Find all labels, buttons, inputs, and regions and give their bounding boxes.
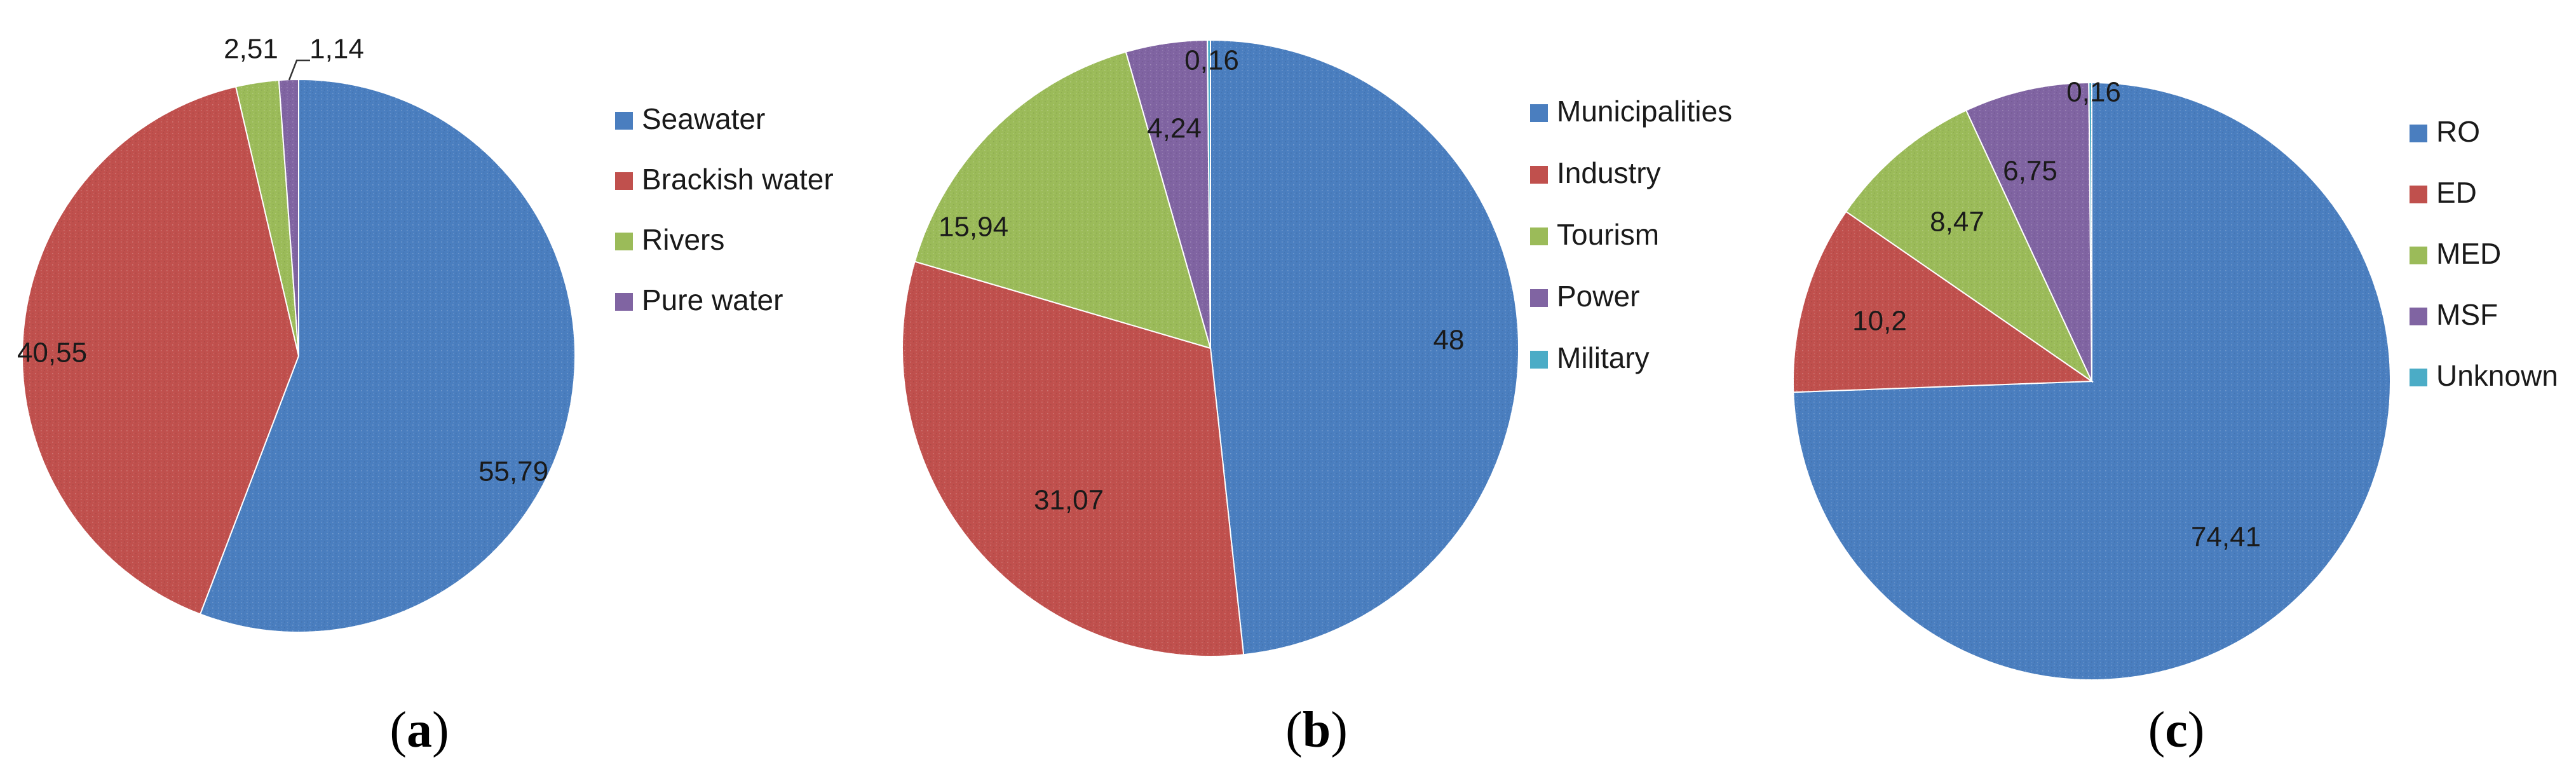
- data-label-ed: 10,2: [1852, 306, 1907, 337]
- panel-label-c: (c): [2148, 702, 2205, 758]
- data-label-pure-water: 1,14: [309, 34, 364, 65]
- legend-swatch-rivers: [615, 233, 633, 250]
- legend-swatch-brackish-water: [615, 172, 633, 190]
- legend-label-msf: MSF: [2436, 298, 2498, 331]
- legend-label-tourism: Tourism: [1557, 218, 1659, 251]
- legend-label-brackish-water: Brackish water: [642, 163, 834, 196]
- legend-swatch-ro: [2410, 125, 2427, 142]
- pie-chart-a: 55,79 40,55 2,51 1,14 Seawater Brackish water…: [17, 34, 834, 633]
- data-label-med: 8,47: [1930, 207, 1984, 238]
- legend-label-seawater: Seawater: [642, 102, 765, 135]
- data-label-tourism: 15,94: [939, 212, 1008, 243]
- data-label-ro: 74,41: [2191, 522, 2261, 553]
- pie-slice-municipalities: [1210, 39, 1520, 656]
- panel-label-b: (b): [1285, 702, 1348, 758]
- legend-label-ed: ED: [2436, 176, 2477, 209]
- data-label-power: 4,24: [1147, 113, 1202, 144]
- legend-label-pure-water: Pure water: [642, 283, 783, 316]
- data-label-rivers: 2,51: [224, 34, 278, 65]
- legend-swatch-power: [1530, 289, 1548, 307]
- data-label-military: 0,16: [1184, 45, 1239, 76]
- legend-label-unknown: Unknown: [2436, 359, 2558, 392]
- legend-swatch-pure-water: [615, 293, 633, 311]
- legend-label-med: MED: [2436, 237, 2501, 270]
- data-label-seawater: 55,79: [478, 456, 548, 487]
- legend-swatch-seawater: [615, 112, 633, 130]
- legend-label-ro: RO: [2436, 115, 2480, 148]
- legend-label-power: Power: [1557, 280, 1639, 313]
- pie-chart-c: 74,41 10,2 8,47 6,75 0,16 RO ED MED MSF Unknown: [1792, 77, 2558, 681]
- legend-swatch-tourism: [1530, 227, 1548, 245]
- legend-swatch-unknown: [2410, 369, 2427, 386]
- data-label-industry: 31,07: [1034, 485, 1104, 516]
- data-label-brackish-water: 40,55: [17, 337, 87, 369]
- leader-line-pure-water: [288, 59, 310, 81]
- data-label-msf: 6,75: [2003, 156, 2057, 187]
- legend-label-rivers: Rivers: [642, 223, 724, 256]
- data-label-municipalities: 48: [1434, 325, 1465, 356]
- legend-swatch-municipalities: [1530, 104, 1548, 122]
- data-label-unknown: 0,16: [2066, 77, 2121, 108]
- legend-swatch-msf: [2410, 308, 2427, 325]
- legend-label-industry: Industry: [1557, 156, 1661, 189]
- legend-swatch-industry: [1530, 166, 1548, 184]
- legend-swatch-ed: [2410, 186, 2427, 203]
- legend-swatch-med: [2410, 247, 2427, 264]
- legend-label-military: Military: [1557, 341, 1650, 374]
- panel-label-a: (a): [390, 702, 449, 758]
- legend-swatch-military: [1530, 351, 1548, 369]
- legend-label-municipalities: Municipalities: [1557, 95, 1732, 128]
- pie-chart-b: 48 31,07 15,94 4,24 0,16 Municipalities Indust…: [902, 39, 1732, 657]
